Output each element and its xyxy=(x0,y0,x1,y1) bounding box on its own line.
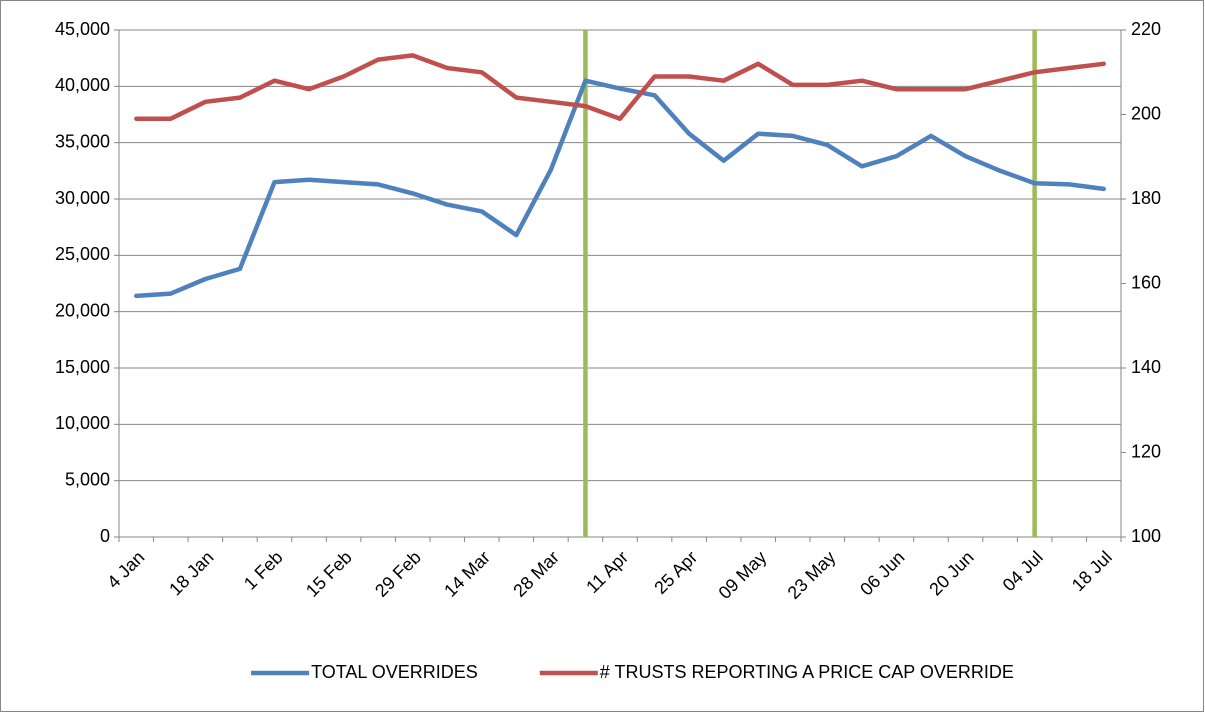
y-tick-label: 10,000 xyxy=(55,413,110,433)
y2-tick-label: 180 xyxy=(1131,188,1161,208)
y2-tick-label: 140 xyxy=(1131,357,1161,377)
y-tick-label: 15,000 xyxy=(55,357,110,377)
legend-label: # TRUSTS REPORTING A PRICE CAP OVERRIDE xyxy=(600,662,1014,682)
legend-label: TOTAL OVERRIDES xyxy=(311,662,478,682)
y2-tick-label: 100 xyxy=(1131,526,1161,546)
y-tick-label: 45,000 xyxy=(55,19,110,39)
series-line xyxy=(134,78,1106,299)
series-line xyxy=(134,53,1106,121)
y-tick-label: 40,000 xyxy=(55,75,110,95)
y2-tick-label: 120 xyxy=(1131,441,1161,461)
y-tick-label: 30,000 xyxy=(55,188,110,208)
y-tick-label: 35,000 xyxy=(55,131,110,151)
y2-tick-label: 200 xyxy=(1131,103,1161,123)
y-tick-label: 5,000 xyxy=(65,469,110,489)
y-tick-label: 25,000 xyxy=(55,244,110,264)
y2-tick-label: 220 xyxy=(1131,19,1161,39)
y-tick-label: 0 xyxy=(100,526,110,546)
y2-tick-label: 160 xyxy=(1131,272,1161,292)
y-tick-label: 20,000 xyxy=(55,300,110,320)
